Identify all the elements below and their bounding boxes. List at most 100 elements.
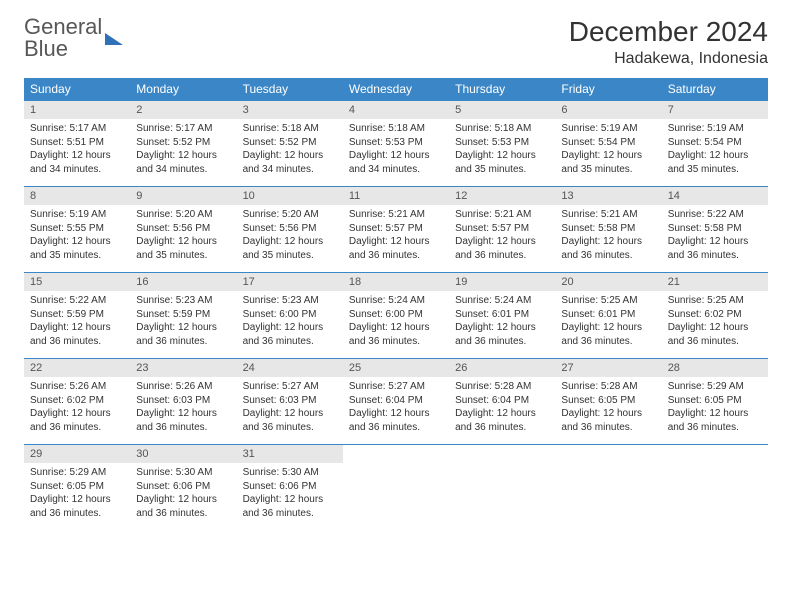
day-number: 28: [662, 359, 768, 377]
day-number: 12: [449, 187, 555, 205]
day-number: 5: [449, 101, 555, 119]
day-number: 6: [555, 101, 661, 119]
day-number: 17: [237, 273, 343, 291]
day-number: 27: [555, 359, 661, 377]
calendar-day-cell: 22Sunrise: 5:26 AMSunset: 6:02 PMDayligh…: [24, 359, 130, 445]
weekday-header: Sunday: [24, 78, 130, 101]
day-details: Sunrise: 5:27 AMSunset: 6:04 PMDaylight:…: [343, 377, 449, 438]
day-details: Sunrise: 5:23 AMSunset: 5:59 PMDaylight:…: [130, 291, 236, 352]
calendar-day-cell: 30Sunrise: 5:30 AMSunset: 6:06 PMDayligh…: [130, 445, 236, 531]
calendar-head: SundayMondayTuesdayWednesdayThursdayFrid…: [24, 78, 768, 101]
day-details: Sunrise: 5:17 AMSunset: 5:51 PMDaylight:…: [24, 119, 130, 180]
calendar-day-cell: 17Sunrise: 5:23 AMSunset: 6:00 PMDayligh…: [237, 273, 343, 359]
day-details: Sunrise: 5:19 AMSunset: 5:54 PMDaylight:…: [662, 119, 768, 180]
calendar-day-cell: ..: [662, 445, 768, 531]
day-details: Sunrise: 5:19 AMSunset: 5:54 PMDaylight:…: [555, 119, 661, 180]
day-details: Sunrise: 5:26 AMSunset: 6:03 PMDaylight:…: [130, 377, 236, 438]
day-details: Sunrise: 5:21 AMSunset: 5:58 PMDaylight:…: [555, 205, 661, 266]
calendar-day-cell: 5Sunrise: 5:18 AMSunset: 5:53 PMDaylight…: [449, 101, 555, 187]
calendar-day-cell: ..: [343, 445, 449, 531]
calendar-day-cell: 8Sunrise: 5:19 AMSunset: 5:55 PMDaylight…: [24, 187, 130, 273]
day-number: 31: [237, 445, 343, 463]
day-number: 18: [343, 273, 449, 291]
day-details: Sunrise: 5:17 AMSunset: 5:52 PMDaylight:…: [130, 119, 236, 180]
day-number: 16: [130, 273, 236, 291]
day-number: 13: [555, 187, 661, 205]
day-details: Sunrise: 5:30 AMSunset: 6:06 PMDaylight:…: [237, 463, 343, 524]
day-details: Sunrise: 5:18 AMSunset: 5:53 PMDaylight:…: [343, 119, 449, 180]
day-number: 24: [237, 359, 343, 377]
calendar-day-cell: 13Sunrise: 5:21 AMSunset: 5:58 PMDayligh…: [555, 187, 661, 273]
calendar-week-row: 22Sunrise: 5:26 AMSunset: 6:02 PMDayligh…: [24, 359, 768, 445]
day-number: 7: [662, 101, 768, 119]
day-details: Sunrise: 5:28 AMSunset: 6:05 PMDaylight:…: [555, 377, 661, 438]
calendar-week-row: 15Sunrise: 5:22 AMSunset: 5:59 PMDayligh…: [24, 273, 768, 359]
day-details: Sunrise: 5:29 AMSunset: 6:05 PMDaylight:…: [662, 377, 768, 438]
calendar-body: 1Sunrise: 5:17 AMSunset: 5:51 PMDaylight…: [24, 101, 768, 531]
calendar-day-cell: 10Sunrise: 5:20 AMSunset: 5:56 PMDayligh…: [237, 187, 343, 273]
day-details: Sunrise: 5:20 AMSunset: 5:56 PMDaylight:…: [130, 205, 236, 266]
day-details: Sunrise: 5:21 AMSunset: 5:57 PMDaylight:…: [449, 205, 555, 266]
day-details: Sunrise: 5:29 AMSunset: 6:05 PMDaylight:…: [24, 463, 130, 524]
day-number: 23: [130, 359, 236, 377]
calendar-day-cell: 31Sunrise: 5:30 AMSunset: 6:06 PMDayligh…: [237, 445, 343, 531]
weekday-header: Monday: [130, 78, 236, 101]
calendar-day-cell: 19Sunrise: 5:24 AMSunset: 6:01 PMDayligh…: [449, 273, 555, 359]
day-number: 30: [130, 445, 236, 463]
calendar-day-cell: 26Sunrise: 5:28 AMSunset: 6:04 PMDayligh…: [449, 359, 555, 445]
day-number: 4: [343, 101, 449, 119]
day-details: Sunrise: 5:22 AMSunset: 5:58 PMDaylight:…: [662, 205, 768, 266]
day-details: Sunrise: 5:25 AMSunset: 6:01 PMDaylight:…: [555, 291, 661, 352]
calendar-week-row: 1Sunrise: 5:17 AMSunset: 5:51 PMDaylight…: [24, 101, 768, 187]
day-number: 14: [662, 187, 768, 205]
calendar-week-row: 29Sunrise: 5:29 AMSunset: 6:05 PMDayligh…: [24, 445, 768, 531]
day-number: 26: [449, 359, 555, 377]
day-number: 21: [662, 273, 768, 291]
day-details: Sunrise: 5:22 AMSunset: 5:59 PMDaylight:…: [24, 291, 130, 352]
calendar-day-cell: 24Sunrise: 5:27 AMSunset: 6:03 PMDayligh…: [237, 359, 343, 445]
calendar-day-cell: 28Sunrise: 5:29 AMSunset: 6:05 PMDayligh…: [662, 359, 768, 445]
day-details: Sunrise: 5:24 AMSunset: 6:01 PMDaylight:…: [449, 291, 555, 352]
calendar-day-cell: ..: [449, 445, 555, 531]
day-number: 1: [24, 101, 130, 119]
day-number: 20: [555, 273, 661, 291]
calendar-week-row: 8Sunrise: 5:19 AMSunset: 5:55 PMDaylight…: [24, 187, 768, 273]
calendar-day-cell: 20Sunrise: 5:25 AMSunset: 6:01 PMDayligh…: [555, 273, 661, 359]
weekday-header: Tuesday: [237, 78, 343, 101]
day-number: 15: [24, 273, 130, 291]
calendar-day-cell: 16Sunrise: 5:23 AMSunset: 5:59 PMDayligh…: [130, 273, 236, 359]
brand-triangle-icon: [105, 33, 123, 45]
day-number: 22: [24, 359, 130, 377]
calendar-day-cell: 21Sunrise: 5:25 AMSunset: 6:02 PMDayligh…: [662, 273, 768, 359]
day-details: Sunrise: 5:21 AMSunset: 5:57 PMDaylight:…: [343, 205, 449, 266]
day-details: Sunrise: 5:27 AMSunset: 6:03 PMDaylight:…: [237, 377, 343, 438]
calendar-day-cell: 15Sunrise: 5:22 AMSunset: 5:59 PMDayligh…: [24, 273, 130, 359]
calendar-day-cell: 7Sunrise: 5:19 AMSunset: 5:54 PMDaylight…: [662, 101, 768, 187]
calendar-day-cell: 1Sunrise: 5:17 AMSunset: 5:51 PMDaylight…: [24, 101, 130, 187]
calendar-day-cell: 29Sunrise: 5:29 AMSunset: 6:05 PMDayligh…: [24, 445, 130, 531]
day-number: 3: [237, 101, 343, 119]
calendar-day-cell: ..: [555, 445, 661, 531]
calendar-day-cell: 4Sunrise: 5:18 AMSunset: 5:53 PMDaylight…: [343, 101, 449, 187]
page-title: December 2024: [569, 16, 768, 48]
calendar-day-cell: 14Sunrise: 5:22 AMSunset: 5:58 PMDayligh…: [662, 187, 768, 273]
day-number: 25: [343, 359, 449, 377]
location-label: Hadakewa, Indonesia: [569, 50, 768, 68]
calendar-day-cell: 9Sunrise: 5:20 AMSunset: 5:56 PMDaylight…: [130, 187, 236, 273]
calendar-day-cell: 25Sunrise: 5:27 AMSunset: 6:04 PMDayligh…: [343, 359, 449, 445]
day-number: 19: [449, 273, 555, 291]
weekday-header: Saturday: [662, 78, 768, 101]
brand-word2: Blue: [24, 38, 102, 60]
day-number: 10: [237, 187, 343, 205]
calendar-day-cell: 2Sunrise: 5:17 AMSunset: 5:52 PMDaylight…: [130, 101, 236, 187]
weekday-header: Friday: [555, 78, 661, 101]
day-details: Sunrise: 5:30 AMSunset: 6:06 PMDaylight:…: [130, 463, 236, 524]
day-details: Sunrise: 5:18 AMSunset: 5:53 PMDaylight:…: [449, 119, 555, 180]
day-details: Sunrise: 5:24 AMSunset: 6:00 PMDaylight:…: [343, 291, 449, 352]
day-details: Sunrise: 5:26 AMSunset: 6:02 PMDaylight:…: [24, 377, 130, 438]
day-details: Sunrise: 5:25 AMSunset: 6:02 PMDaylight:…: [662, 291, 768, 352]
brand-word1: General: [24, 16, 102, 38]
day-number: 8: [24, 187, 130, 205]
day-number: 9: [130, 187, 236, 205]
day-details: Sunrise: 5:18 AMSunset: 5:52 PMDaylight:…: [237, 119, 343, 180]
